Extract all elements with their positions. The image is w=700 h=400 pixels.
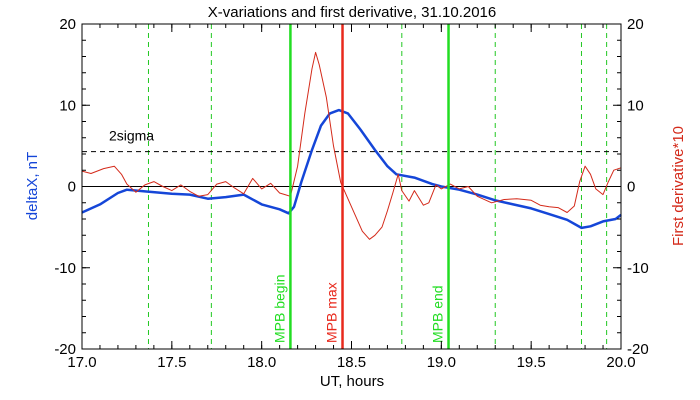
x-tick-label-3: 18.5 (337, 354, 366, 371)
y-tick-label-right-4: -20 (627, 341, 649, 358)
axes-frame (81, 23, 622, 350)
x-tick-label-4: 19.0 (427, 354, 456, 371)
y-tick-label-left-0: 20 (59, 16, 76, 33)
event-marker-label-3: MPB end (430, 285, 446, 343)
y-tick-label-left-1: 10 (59, 97, 76, 114)
y-tick-label-right-2: 0 (627, 179, 635, 196)
x-tick-label-5: 19.5 (517, 354, 546, 371)
reference-lines: 2sigma (82, 128, 621, 187)
x-tick-label-6: 20.0 (606, 354, 635, 371)
x-tick-label-1: 17.5 (157, 354, 186, 371)
event-marker-label-1: MPB begin (271, 275, 287, 343)
y-tick-label-left-3: -10 (54, 260, 76, 277)
chart-title: X-variations and first derivative, 31.10… (208, 4, 497, 21)
series-layer (81, 51, 622, 240)
y-tick-label-right-0: 20 (627, 16, 644, 33)
event-markers: MPB begin MPB max MPB end (271, 24, 450, 349)
deltax-series (81, 108, 622, 230)
y-tick-label-right-3: -10 (627, 260, 649, 277)
derivative-series (81, 51, 622, 240)
x-axis-label: UT, hours (320, 373, 384, 390)
y-tick-label-left-2: 0 (68, 179, 76, 196)
y-tick-label-right-1: 10 (627, 97, 644, 114)
y-tick-label-left-4: -20 (54, 341, 76, 358)
tick-labels: 17.0 17.5 18.0 18.5 19.0 19.5 20.0 20 10 0 -10 -20 2… (54, 16, 648, 371)
x-tick-label-2: 18.0 (247, 354, 276, 371)
x-tick-label-0: 17.0 (67, 354, 96, 371)
event-marker-label-2: MPB max (324, 282, 340, 343)
y-axis-label-left: deltaX, nT (24, 152, 41, 220)
two-sigma-label: 2sigma (109, 128, 154, 144)
y-axis-label-right: First derivative*10 (670, 126, 687, 246)
